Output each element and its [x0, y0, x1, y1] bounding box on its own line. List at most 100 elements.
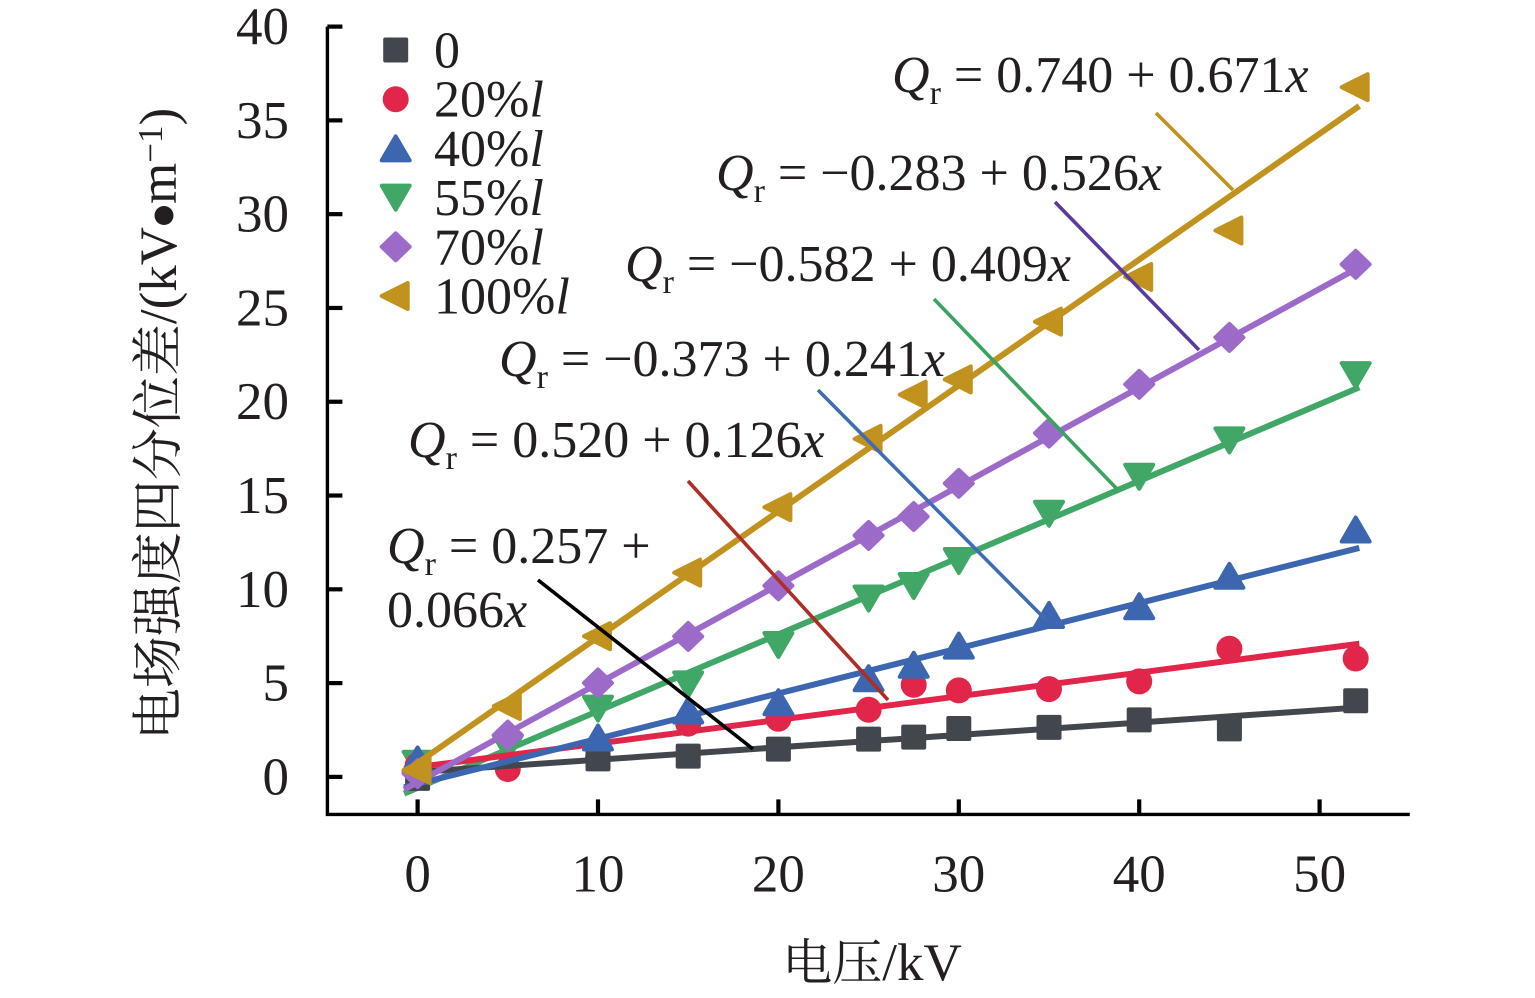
legend-item-20%l: 20%l [382, 72, 544, 129]
annotation-leader-0 [536, 578, 755, 751]
marker-40%l-10 [582, 723, 614, 752]
annotation-text-70%l: Qr = −0.283 + 0.526x [716, 145, 1162, 210]
legend-item-40%l: 40%l [379, 121, 544, 178]
legend-label: 100%l [434, 269, 570, 326]
annotation-100%l: Qr = 0.740 + 0.671x [892, 47, 1309, 192]
series-0 [403, 688, 1369, 791]
series-55%l [401, 361, 1372, 797]
marker-55%l-25 [852, 584, 885, 613]
marker-100%l-30 [942, 364, 973, 395]
x-tick-label-30: 30 [932, 845, 985, 903]
y-tick-label-10: 10 [236, 561, 289, 619]
marker-55%l-27.5 [897, 571, 930, 600]
marker-0-35 [1036, 714, 1062, 740]
marker-70%l-27.5 [897, 501, 930, 533]
legend-item-70%l: 70%l [379, 219, 544, 276]
legend-label: 20%l [434, 72, 544, 129]
legend-marker-triangle-up [379, 134, 412, 163]
legend-item-100%l: 100%l [379, 269, 570, 326]
y-tick-label-35: 35 [236, 92, 289, 150]
axis-spines [325, 26, 1410, 817]
legend-item-55%l: 55%l [379, 170, 544, 227]
cjk-char [134, 483, 180, 527]
marker-70%l-10 [582, 667, 614, 699]
marker-0-27.5 [901, 724, 927, 750]
annotation-leader-100%l [1154, 111, 1235, 192]
annotations: Qr = 0.740 + 0.671x Qr = −0.283 + 0.526x Q… [387, 47, 1309, 751]
marker-70%l-45 [1213, 321, 1246, 353]
legend-item-0: 0 [383, 23, 460, 80]
marker-55%l-30 [942, 546, 975, 575]
marker-20%l-52 [1342, 645, 1369, 672]
y-tick-label-15: 15 [236, 467, 289, 525]
axis-title-latin: /kV [882, 934, 962, 992]
cjk-char [132, 429, 181, 479]
fit-line-0 [403, 704, 1360, 776]
legend-label: 55%l [434, 170, 544, 227]
y-tick-label-20: 20 [236, 373, 289, 431]
annotation-text-100%l: Qr = 0.740 + 0.671x [892, 47, 1309, 112]
marker-55%l-20 [762, 631, 795, 660]
marker-70%l-25 [852, 519, 885, 551]
cjk-char [133, 586, 181, 635]
y-tick-label-5: 5 [263, 655, 290, 713]
x-axis-title: /kV [788, 934, 962, 992]
y-tick-label-40: 40 [236, 0, 289, 56]
marker-40%l-20 [762, 688, 795, 717]
marker-20%l-30 [945, 677, 972, 704]
marker-100%l-40 [1123, 262, 1154, 293]
marker-0-40 [1126, 707, 1152, 733]
axis-title-latin: m−1) [130, 108, 188, 204]
annotation-leader-55%l [932, 297, 1119, 491]
marker-0-10 [585, 746, 611, 772]
marker-100%l-0 [401, 754, 432, 785]
marker-55%l-35 [1033, 499, 1065, 528]
marker-40%l-52 [1339, 515, 1372, 544]
marker-40%l-30 [942, 631, 975, 660]
y-tick-label-25: 25 [236, 279, 289, 337]
marker-0-25 [856, 726, 882, 752]
x-tick-label-0: 0 [404, 845, 431, 903]
data-series [401, 72, 1372, 797]
fit-line-40%l [403, 545, 1361, 791]
annotation-text-0: Qr = 0.257 + [387, 518, 651, 583]
annotation-20%l: Qr = 0.520 + 0.126x [408, 412, 890, 702]
marker-0-30 [946, 715, 972, 741]
cjk-char [834, 939, 881, 984]
marker-40%l-40 [1123, 592, 1156, 621]
legend-marker-square [383, 37, 409, 63]
cjk-char [788, 937, 831, 983]
marker-55%l-15 [672, 670, 705, 699]
annotation-leader-20%l [686, 479, 890, 702]
legend-label: 0 [434, 23, 460, 80]
annotation-text-20%l: Qr = 0.520 + 0.126x [408, 412, 825, 477]
marker-70%l-30 [942, 467, 975, 499]
annotation-40%l: Qr = −0.373 + 0.241x [499, 331, 1048, 622]
legend-marker-diamond [379, 231, 412, 263]
marker-70%l-52 [1339, 248, 1372, 280]
annotation-leader-40%l [816, 388, 1048, 622]
marker-40%l-15 [672, 696, 705, 725]
annotation-70%l: Qr = −0.283 + 0.526x [716, 145, 1201, 352]
legend-marker-triangle-down [379, 183, 412, 212]
legend-marker-circle [382, 86, 409, 113]
annotation-text-0: 0.066x [387, 582, 527, 639]
marker-20%l-40 [1126, 668, 1153, 695]
marker-100%l-5 [491, 690, 522, 721]
marker-70%l-40 [1123, 368, 1156, 400]
y-tick-label-0: 0 [263, 748, 290, 806]
cjk-char [131, 533, 181, 583]
cjk-char [133, 638, 181, 687]
annotation-0: Qr = 0.257 +0.066x [387, 518, 755, 751]
cjk-char [132, 689, 179, 734]
axes: 0 10 20 30 40 50 0 5 10 15 20 25 30 35 40 [236, 0, 1410, 903]
marker-100%l-35 [1033, 306, 1063, 337]
marker-20%l-25 [855, 696, 882, 723]
marker-100%l-15 [672, 557, 703, 588]
x-tick-label-50: 50 [1293, 845, 1346, 903]
marker-0-52 [1343, 688, 1369, 714]
marker-40%l-45 [1213, 561, 1246, 590]
marker-70%l-5 [491, 719, 524, 751]
